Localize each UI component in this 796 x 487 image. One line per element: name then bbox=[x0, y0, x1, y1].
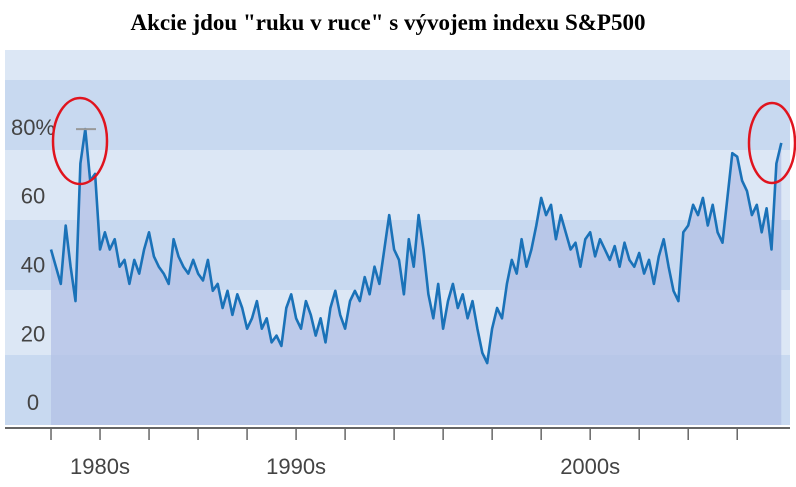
line bbox=[49, 127, 783, 365]
area bbox=[51, 129, 782, 425]
y-tick-label: 20 bbox=[21, 321, 45, 346]
y-tick-label: 0 bbox=[27, 390, 39, 415]
x-tick-label: 1990s bbox=[266, 454, 326, 479]
highlight-circle bbox=[51, 96, 109, 186]
chart-title: Akcie jdou "ruku v ruce" s vývojem index… bbox=[131, 10, 646, 35]
y-tick-label: 60 bbox=[21, 184, 45, 209]
y-tick-label: 80% bbox=[11, 115, 55, 140]
x-tick-label: 2000s bbox=[560, 454, 620, 479]
highlight-circle bbox=[747, 101, 796, 185]
y-tick-label: 40 bbox=[21, 253, 45, 278]
x-tick-label: 1980s bbox=[70, 454, 130, 479]
